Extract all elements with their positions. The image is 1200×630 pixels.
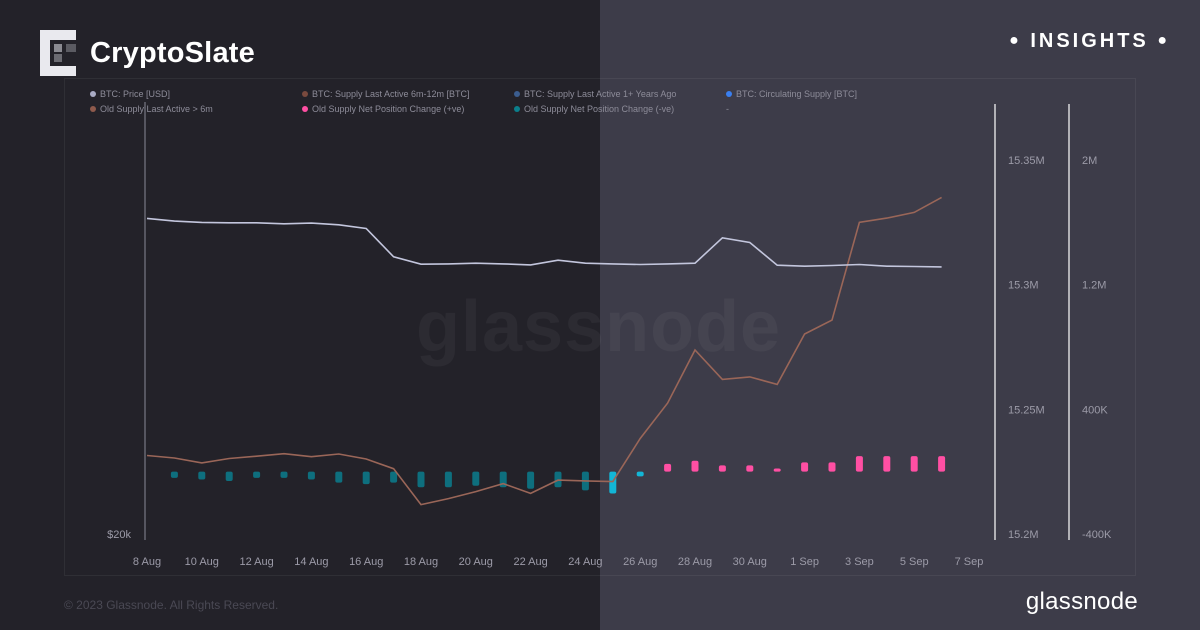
insights-badge: ● INSIGHTS ●	[1009, 30, 1170, 53]
net-position-bar	[444, 471, 452, 488]
net-position-bar	[718, 465, 726, 472]
net-position-bar	[390, 471, 398, 483]
net-position-bar	[801, 462, 809, 472]
legend-swatch	[302, 91, 308, 97]
net-position-bar	[664, 463, 672, 472]
net-position-bar	[198, 471, 206, 480]
legend-label: BTC: Supply Last Active 6m-12m [BTC]	[312, 89, 470, 99]
x-tick-label: 16 Aug	[349, 556, 383, 568]
legend-item-dash: -	[726, 104, 729, 114]
legend-swatch	[726, 91, 732, 97]
net-position-bar	[746, 465, 754, 472]
net-position-bar	[855, 456, 863, 472]
net-position-bar	[362, 471, 370, 485]
copyright-text: © 2023 Glassnode. All Rights Reserved.	[64, 598, 279, 612]
legend-label: -	[726, 104, 729, 114]
x-tick-label: 1 Sep	[790, 556, 819, 568]
net-position-bar	[828, 462, 836, 472]
x-tick-label: 10 Aug	[185, 556, 219, 568]
net-position-bar	[307, 471, 315, 480]
legend-label: BTC: Supply Last Active 1+ Years Ago	[524, 89, 677, 99]
net-position-bar	[773, 468, 781, 472]
price-line	[146, 217, 942, 268]
legend-item-price[interactable]: BTC: Price [USD]	[90, 89, 170, 99]
legend-label: BTC: Price [USD]	[100, 89, 171, 99]
background-left-panel	[0, 0, 600, 630]
old-supply-line	[146, 196, 942, 506]
legend-item-supply-1y[interactable]: BTC: Supply Last Active 1+ Years Ago	[514, 89, 676, 99]
legend-swatch	[90, 91, 96, 97]
right-axis-2-tick-label: 1.2M	[1082, 280, 1106, 292]
net-position-bar	[225, 471, 233, 482]
right-axis-2-tick-label: 2M	[1082, 155, 1097, 167]
x-tick-label: 12 Aug	[239, 556, 273, 568]
left-axis-tick-label: $20k	[107, 529, 131, 541]
net-position-bar	[609, 471, 617, 494]
legend-label: Old Supply Net Position Change (+ve)	[312, 104, 465, 114]
legend-item-supply-6m-12m[interactable]: BTC: Supply Last Active 6m-12m [BTC]	[302, 89, 470, 99]
x-tick-label: 20 Aug	[459, 556, 493, 568]
net-position-bar	[170, 471, 178, 478]
brand: CryptoSlate	[40, 30, 255, 76]
net-position-bar	[472, 471, 480, 486]
net-position-bar	[636, 471, 644, 477]
brand-name: CryptoSlate	[90, 36, 255, 69]
net-position-bar	[691, 460, 699, 472]
bullet-icon: ●	[1009, 32, 1022, 49]
background-right-panel	[600, 0, 1200, 630]
right-axis-2-tick-label: -400K	[1082, 529, 1112, 541]
right-axis-1-tick-label: 15.25M	[1008, 404, 1045, 416]
legend-swatch	[514, 91, 520, 97]
x-tick-label: 14 Aug	[294, 556, 328, 568]
x-tick-label: 30 Aug	[733, 556, 767, 568]
right-axis-1-tick-label: 15.3M	[1008, 280, 1039, 292]
cryptoslate-logo-icon	[40, 30, 76, 76]
right-axis-2-tick-label: 400K	[1082, 404, 1108, 416]
net-position-bar	[527, 471, 535, 489]
x-tick-label: 22 Aug	[513, 556, 547, 568]
net-position-bar	[253, 471, 261, 478]
legend-item-net-negative[interactable]: Old Supply Net Position Change (-ve)	[514, 104, 674, 114]
glassnode-logo: glassnode	[1025, 588, 1138, 615]
right-axis-1-tick-label: 15.2M	[1008, 529, 1039, 541]
bullet-icon: ●	[1157, 32, 1170, 49]
net-position-bar	[335, 471, 343, 483]
x-tick-label: 26 Aug	[623, 556, 657, 568]
insights-label: INSIGHTS	[1030, 30, 1149, 52]
legend-label: BTC: Circulating Supply [BTC]	[736, 89, 858, 99]
legend-item-net-positive[interactable]: Old Supply Net Position Change (+ve)	[302, 104, 464, 114]
glassnode-watermark: glassnode	[416, 286, 781, 368]
legend-swatch	[90, 106, 96, 112]
x-tick-label: 24 Aug	[568, 556, 602, 568]
legend-item-old-supply[interactable]: Old Supply Last Active > 6m	[90, 104, 213, 114]
x-tick-label: 3 Sep	[845, 556, 874, 568]
x-tick-label: 8 Aug	[133, 556, 161, 568]
legend-item-circulating-supply[interactable]: BTC: Circulating Supply [BTC]	[726, 89, 857, 99]
net-position-bar	[417, 471, 425, 488]
net-position-bar	[938, 456, 946, 472]
legend-label: Old Supply Last Active > 6m	[100, 104, 213, 114]
chart-panel	[64, 78, 1136, 576]
x-tick-label: 28 Aug	[678, 556, 712, 568]
x-tick-label: 5 Sep	[900, 556, 929, 568]
net-position-bar	[910, 456, 918, 472]
net-position-bar	[883, 456, 891, 472]
right-axis-1-tick-label: 15.35M	[1008, 155, 1045, 167]
legend-swatch	[514, 106, 520, 112]
x-tick-label: 18 Aug	[404, 556, 438, 568]
legend-swatch	[302, 106, 308, 112]
x-tick-label: 7 Sep	[955, 556, 984, 568]
net-position-bar	[280, 471, 288, 478]
legend-label: Old Supply Net Position Change (-ve)	[524, 104, 675, 114]
